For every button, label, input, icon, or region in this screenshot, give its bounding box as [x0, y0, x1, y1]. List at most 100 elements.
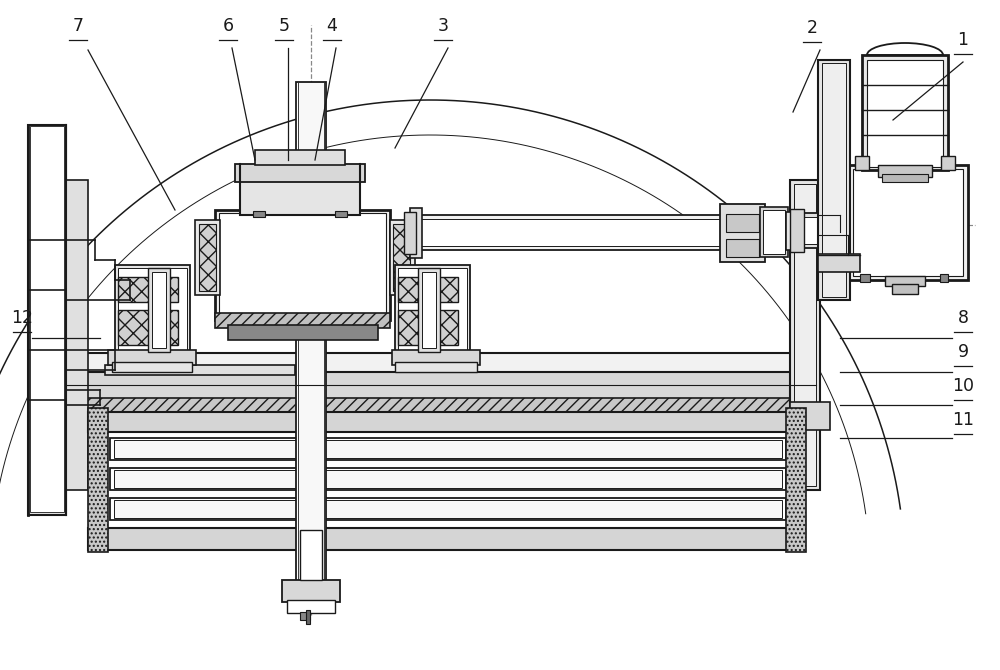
Bar: [80, 398, 795, 428]
Bar: [838, 157, 848, 167]
Bar: [228, 325, 378, 340]
Bar: [395, 362, 477, 372]
Bar: [253, 211, 265, 217]
Bar: [800, 213, 850, 248]
Text: 7: 7: [72, 17, 84, 35]
Bar: [398, 268, 467, 352]
Bar: [195, 220, 220, 295]
Bar: [282, 580, 340, 602]
Bar: [763, 210, 785, 254]
Text: 9: 9: [957, 343, 969, 361]
Bar: [240, 180, 360, 215]
Bar: [790, 402, 830, 430]
Bar: [105, 365, 295, 375]
Bar: [790, 209, 804, 252]
Text: 12: 12: [11, 309, 33, 327]
Bar: [118, 268, 187, 352]
Text: 8: 8: [958, 309, 968, 327]
Bar: [30, 126, 64, 512]
Bar: [110, 438, 786, 460]
Bar: [335, 211, 347, 217]
Bar: [853, 169, 963, 276]
Bar: [112, 362, 192, 372]
Bar: [726, 239, 759, 257]
Bar: [66, 353, 816, 375]
Bar: [114, 440, 782, 458]
Bar: [88, 408, 108, 552]
Bar: [66, 372, 816, 400]
Bar: [726, 214, 759, 232]
Bar: [66, 180, 88, 490]
Bar: [298, 82, 324, 580]
Bar: [414, 215, 784, 250]
Bar: [118, 277, 178, 302]
Bar: [393, 224, 410, 291]
Bar: [848, 165, 968, 280]
Bar: [862, 55, 948, 170]
Bar: [28, 125, 66, 515]
Bar: [818, 254, 860, 272]
Bar: [235, 164, 365, 182]
Bar: [199, 224, 216, 291]
Bar: [822, 63, 846, 297]
Bar: [404, 212, 416, 254]
Bar: [215, 313, 390, 328]
Bar: [115, 265, 190, 355]
Bar: [152, 272, 166, 348]
Bar: [941, 156, 955, 170]
Bar: [804, 217, 846, 244]
Bar: [148, 268, 170, 352]
Bar: [66, 372, 816, 380]
Bar: [720, 204, 765, 262]
Text: 10: 10: [952, 377, 974, 395]
Bar: [786, 212, 801, 250]
Bar: [306, 610, 310, 624]
Text: 2: 2: [806, 19, 818, 37]
Bar: [108, 350, 196, 365]
Text: 4: 4: [327, 17, 337, 35]
Bar: [215, 210, 390, 320]
Text: 6: 6: [222, 17, 234, 35]
Bar: [418, 268, 440, 352]
Bar: [410, 208, 422, 258]
Bar: [882, 174, 928, 182]
Bar: [885, 276, 925, 286]
Bar: [296, 250, 326, 300]
Bar: [398, 277, 458, 302]
Bar: [110, 468, 786, 490]
Bar: [794, 184, 816, 486]
Bar: [114, 500, 782, 518]
Bar: [118, 310, 178, 345]
Bar: [818, 60, 850, 300]
Bar: [878, 165, 932, 177]
Bar: [940, 274, 948, 282]
Text: 1: 1: [958, 31, 968, 49]
Bar: [860, 274, 870, 282]
Bar: [296, 82, 326, 582]
Bar: [786, 408, 806, 552]
Bar: [219, 213, 386, 317]
Bar: [392, 350, 480, 365]
Bar: [114, 470, 782, 488]
Bar: [398, 310, 458, 345]
Bar: [760, 207, 788, 257]
Bar: [390, 220, 415, 295]
Bar: [395, 265, 470, 355]
Bar: [66, 240, 84, 470]
Bar: [855, 156, 869, 170]
Bar: [110, 498, 786, 520]
Bar: [867, 60, 943, 167]
Bar: [892, 284, 918, 294]
Bar: [418, 219, 780, 246]
Bar: [422, 272, 436, 348]
Text: 3: 3: [438, 17, 448, 35]
Text: 11: 11: [952, 411, 974, 429]
Bar: [88, 528, 794, 550]
Bar: [300, 530, 322, 580]
Bar: [287, 600, 335, 613]
Bar: [300, 612, 310, 620]
Bar: [790, 180, 820, 490]
Bar: [255, 150, 345, 165]
Text: 5: 5: [278, 17, 290, 35]
Bar: [88, 412, 794, 432]
